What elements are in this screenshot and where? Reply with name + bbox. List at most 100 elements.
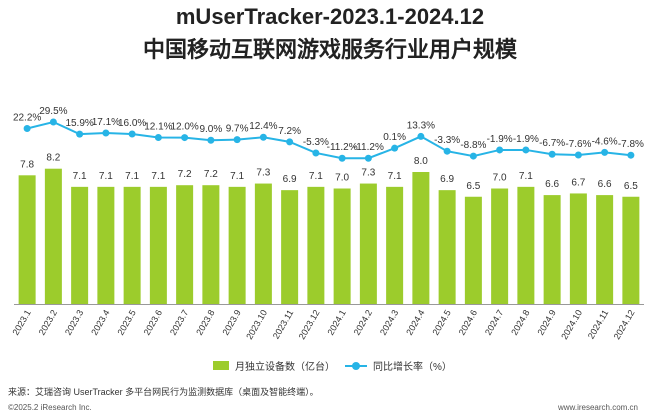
x-tick-2023.5: 2023.5: [115, 308, 137, 337]
growth-point-2023.7: [181, 134, 189, 142]
bar-2023.7: [176, 185, 194, 304]
bar-label-2024.3: 7.1: [388, 171, 402, 182]
growth-point-2024.1: [338, 154, 346, 162]
legend-item-growth: 同比增长率（%）: [345, 358, 452, 373]
x-tick-2023.9: 2023.9: [220, 308, 242, 337]
x-tick-2024.9: 2024.9: [535, 308, 557, 337]
x-tick-2024.4: 2024.4: [404, 308, 426, 337]
bar-label-2024.8: 7.1: [519, 171, 533, 182]
website-url: www.iresearch.com.cn: [557, 403, 638, 412]
bar-2023.8: [202, 185, 220, 304]
bar-2024.7: [491, 188, 509, 304]
growth-point-2023.12: [312, 149, 320, 157]
growth-point-2023.8: [207, 136, 215, 144]
growth-point-2023.9: [233, 136, 241, 144]
bar-label-2023.5: 7.1: [125, 171, 139, 182]
x-tick-2023.2: 2023.2: [37, 308, 59, 337]
x-tick-2024.1: 2024.1: [325, 308, 347, 337]
bar-label-2023.1: 7.8: [20, 159, 34, 170]
growth-point-2023.3: [76, 130, 84, 138]
bar-label-2023.12: 7.1: [309, 171, 323, 182]
growth-point-2023.4: [102, 129, 110, 137]
x-tick-2024.7: 2024.7: [483, 308, 505, 337]
x-tick-2024.5: 2024.5: [430, 308, 452, 337]
growth-label-2023.9: 9.7%: [226, 124, 249, 135]
growth-point-2023.2: [49, 118, 57, 126]
bar-2024.1: [333, 188, 351, 304]
growth-label-2023.1: 22.2%: [13, 112, 41, 123]
bar-label-2023.3: 7.1: [73, 171, 87, 182]
growth-label-2023.6: 12.1%: [144, 121, 172, 132]
bar-2024.3: [386, 186, 404, 304]
bar-2023.3: [71, 186, 89, 304]
bar-label-2024.12: 6.5: [624, 181, 638, 192]
x-tick-2024.3: 2024.3: [378, 308, 400, 337]
growth-label-2024.5: -3.3%: [434, 135, 460, 146]
bar-label-2024.5: 6.9: [440, 174, 454, 185]
growth-label-2024.10: -7.6%: [565, 139, 591, 150]
growth-label-2023.7: 12.0%: [170, 122, 198, 133]
bar-label-2024.9: 6.6: [545, 179, 559, 190]
x-tick-2023.12: 2023.12: [297, 308, 322, 341]
x-tick-2024.10: 2024.10: [559, 308, 584, 341]
growth-label-2024.11: -4.6%: [592, 136, 618, 147]
growth-point-2024.3: [391, 144, 399, 152]
growth-point-2024.2: [364, 154, 372, 162]
growth-point-2023.5: [128, 130, 136, 138]
growth-label-2024.7: -1.9%: [487, 134, 513, 145]
growth-label-2023.3: 15.9%: [65, 118, 93, 129]
growth-point-2024.6: [469, 152, 477, 160]
bar-2024.12: [622, 196, 640, 304]
bar-2023.10: [254, 183, 272, 304]
bar-2024.5: [438, 190, 456, 304]
growth-label-2024.6: -8.8%: [460, 140, 486, 151]
legend-label-growth: 同比增长率（%）: [373, 362, 452, 373]
growth-point-2023.10: [259, 133, 267, 141]
bar-label-2024.6: 6.5: [466, 181, 480, 192]
bar-2024.4: [412, 172, 430, 304]
bar-label-2023.8: 7.2: [204, 169, 218, 180]
bar-label-2024.4: 8.0: [414, 156, 428, 167]
growth-point-2023.11: [286, 138, 294, 146]
growth-point-2023.6: [154, 133, 162, 141]
growth-label-2024.8: -1.9%: [513, 134, 539, 145]
growth-point-2024.4: [417, 132, 425, 140]
bar-label-2024.7: 7.0: [493, 173, 507, 184]
x-tick-2023.7: 2023.7: [168, 308, 190, 337]
bar-2024.6: [464, 196, 482, 304]
source-note: 来源：艾瑞咨询 UserTracker 多平台网民行为监测数据库（桌面及智能终端…: [8, 387, 319, 397]
x-tick-2024.12: 2024.12: [612, 308, 637, 341]
growth-point-2023.1: [23, 124, 31, 132]
growth-label-2024.4: 13.3%: [407, 120, 435, 131]
bar-2023.11: [281, 190, 299, 304]
bar-2023.4: [97, 186, 115, 304]
bar-2024.9: [543, 195, 561, 304]
bar-label-2023.4: 7.1: [99, 171, 113, 182]
growth-point-2024.7: [496, 146, 504, 154]
chart-title-line2: 中国移动互联网游戏服务行业用户规模: [142, 37, 517, 62]
growth-point-2024.5: [443, 147, 451, 155]
bar-label-2024.1: 7.0: [335, 173, 349, 184]
growth-label-2024.1: -11.2%: [327, 142, 358, 153]
growth-point-2024.12: [627, 151, 635, 159]
bar-2023.6: [149, 186, 167, 304]
x-tick-2024.6: 2024.6: [457, 308, 479, 337]
growth-label-2023.11: 7.2%: [278, 126, 301, 137]
bar-label-2024.11: 6.6: [598, 179, 612, 190]
legend-line-swatch: [345, 361, 367, 370]
bar-2024.11: [596, 195, 614, 304]
growth-point-2024.10: [574, 151, 582, 159]
copyright-text: ©2025.2 iResearch Inc.: [8, 403, 92, 412]
growth-line: [26, 120, 631, 160]
legend-label-devices: 月独立设备数（亿台）: [235, 362, 335, 373]
bar-label-2023.2: 8.2: [46, 153, 60, 164]
bar-2023.1: [18, 175, 36, 304]
bar-2023.12: [307, 186, 325, 304]
x-tick-2023.10: 2023.10: [244, 308, 269, 341]
x-tick-2024.11: 2024.11: [586, 308, 611, 341]
bar-label-2023.7: 7.2: [178, 169, 192, 180]
growth-label-2023.12: -5.3%: [303, 137, 329, 148]
growth-label-2023.4: 17.1%: [92, 117, 120, 128]
bar-label-2024.10: 6.7: [571, 177, 585, 188]
